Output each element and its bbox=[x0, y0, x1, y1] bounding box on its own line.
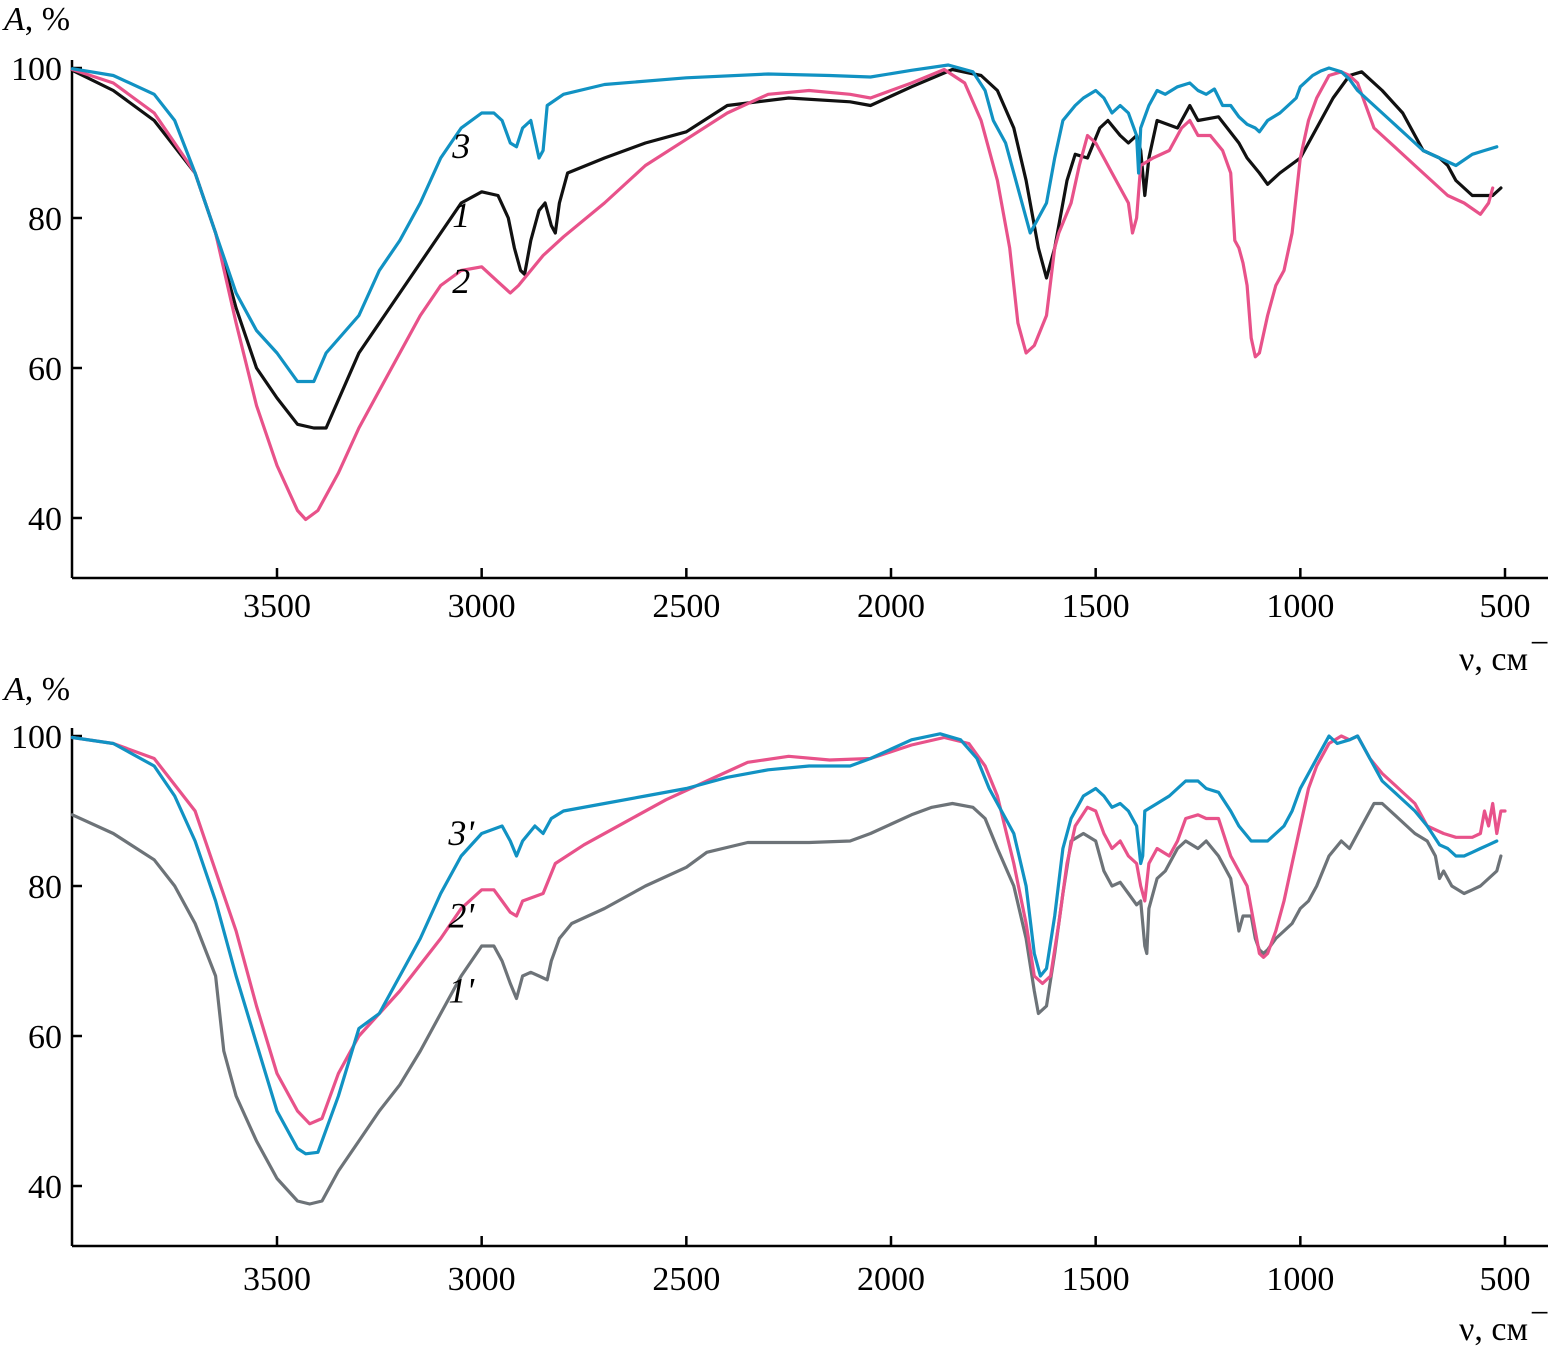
panel-1-x-tick-label: 1000 bbox=[1266, 588, 1334, 625]
panel-2-x-tick-label: 2500 bbox=[652, 1261, 720, 1298]
panel-1-x-tick-label: 1500 bbox=[1062, 588, 1130, 625]
panel-2-x-tick-label: 2000 bbox=[857, 1261, 925, 1298]
panel-1-x-axis-title: ν, см bbox=[1459, 641, 1528, 678]
panel-2-x-tick-label: 3000 bbox=[448, 1261, 516, 1298]
panel-1-x-axis-title-exponent: −1 bbox=[1530, 625, 1548, 662]
panel-2-y-tick-label: 60 bbox=[28, 1019, 62, 1056]
panel-1-x-tick-label: 2000 bbox=[857, 588, 925, 625]
panel-2-series-label: 2' bbox=[448, 895, 475, 935]
panel-2-y-tick-label: 100 bbox=[11, 719, 62, 756]
panel-2-series-label: 3' bbox=[447, 813, 475, 853]
panel-2-y-tick-label: 40 bbox=[28, 1169, 62, 1206]
panel-2-x-axis-title-exponent: −1 bbox=[1530, 1295, 1548, 1332]
panel-2-series-3p-line bbox=[70, 732, 1499, 1156]
panel-2-y-tick-label: 80 bbox=[28, 869, 62, 906]
panel-2-series-label: 1' bbox=[448, 970, 475, 1010]
panel-2-x-axis-title: ν, см bbox=[1459, 1311, 1528, 1348]
panel-1-y-axis-title: A, % bbox=[2, 1, 70, 38]
panel-1-x-tick-label: 500 bbox=[1480, 588, 1531, 625]
panel-1-x-tick-label: 3000 bbox=[448, 588, 516, 625]
panel-2-x-tick-label: 3500 bbox=[243, 1261, 311, 1298]
panel-1-series-2-line bbox=[70, 67, 1495, 522]
panel-1-series-3-line bbox=[70, 63, 1499, 384]
panel-1-x-tick-label: 2500 bbox=[652, 588, 720, 625]
panel-1-series-1-line bbox=[70, 67, 1503, 430]
panel-1-series-label: 2 bbox=[452, 261, 470, 301]
panel-2-series-1p-line bbox=[70, 801, 1503, 1206]
panel-2-x-tick-label: 1000 bbox=[1266, 1261, 1334, 1298]
panel-2-y-axis-title: A, % bbox=[2, 671, 70, 708]
panel-1-y-tick-label: 80 bbox=[28, 201, 62, 238]
panel-1-x-tick-label: 3500 bbox=[243, 588, 311, 625]
panel-2-series-2p-line bbox=[70, 734, 1507, 1126]
panel-1-series-label: 3 bbox=[451, 126, 470, 166]
panel-1-series-label: 1 bbox=[452, 195, 470, 235]
panel-1-y-tick-label: 40 bbox=[28, 501, 62, 538]
panel-2-x-tick-label: 500 bbox=[1480, 1261, 1531, 1298]
panel-1-y-tick-label: 100 bbox=[11, 51, 62, 88]
panel-2-x-tick-label: 1500 bbox=[1062, 1261, 1130, 1298]
panel-1-y-tick-label: 60 bbox=[28, 351, 62, 388]
